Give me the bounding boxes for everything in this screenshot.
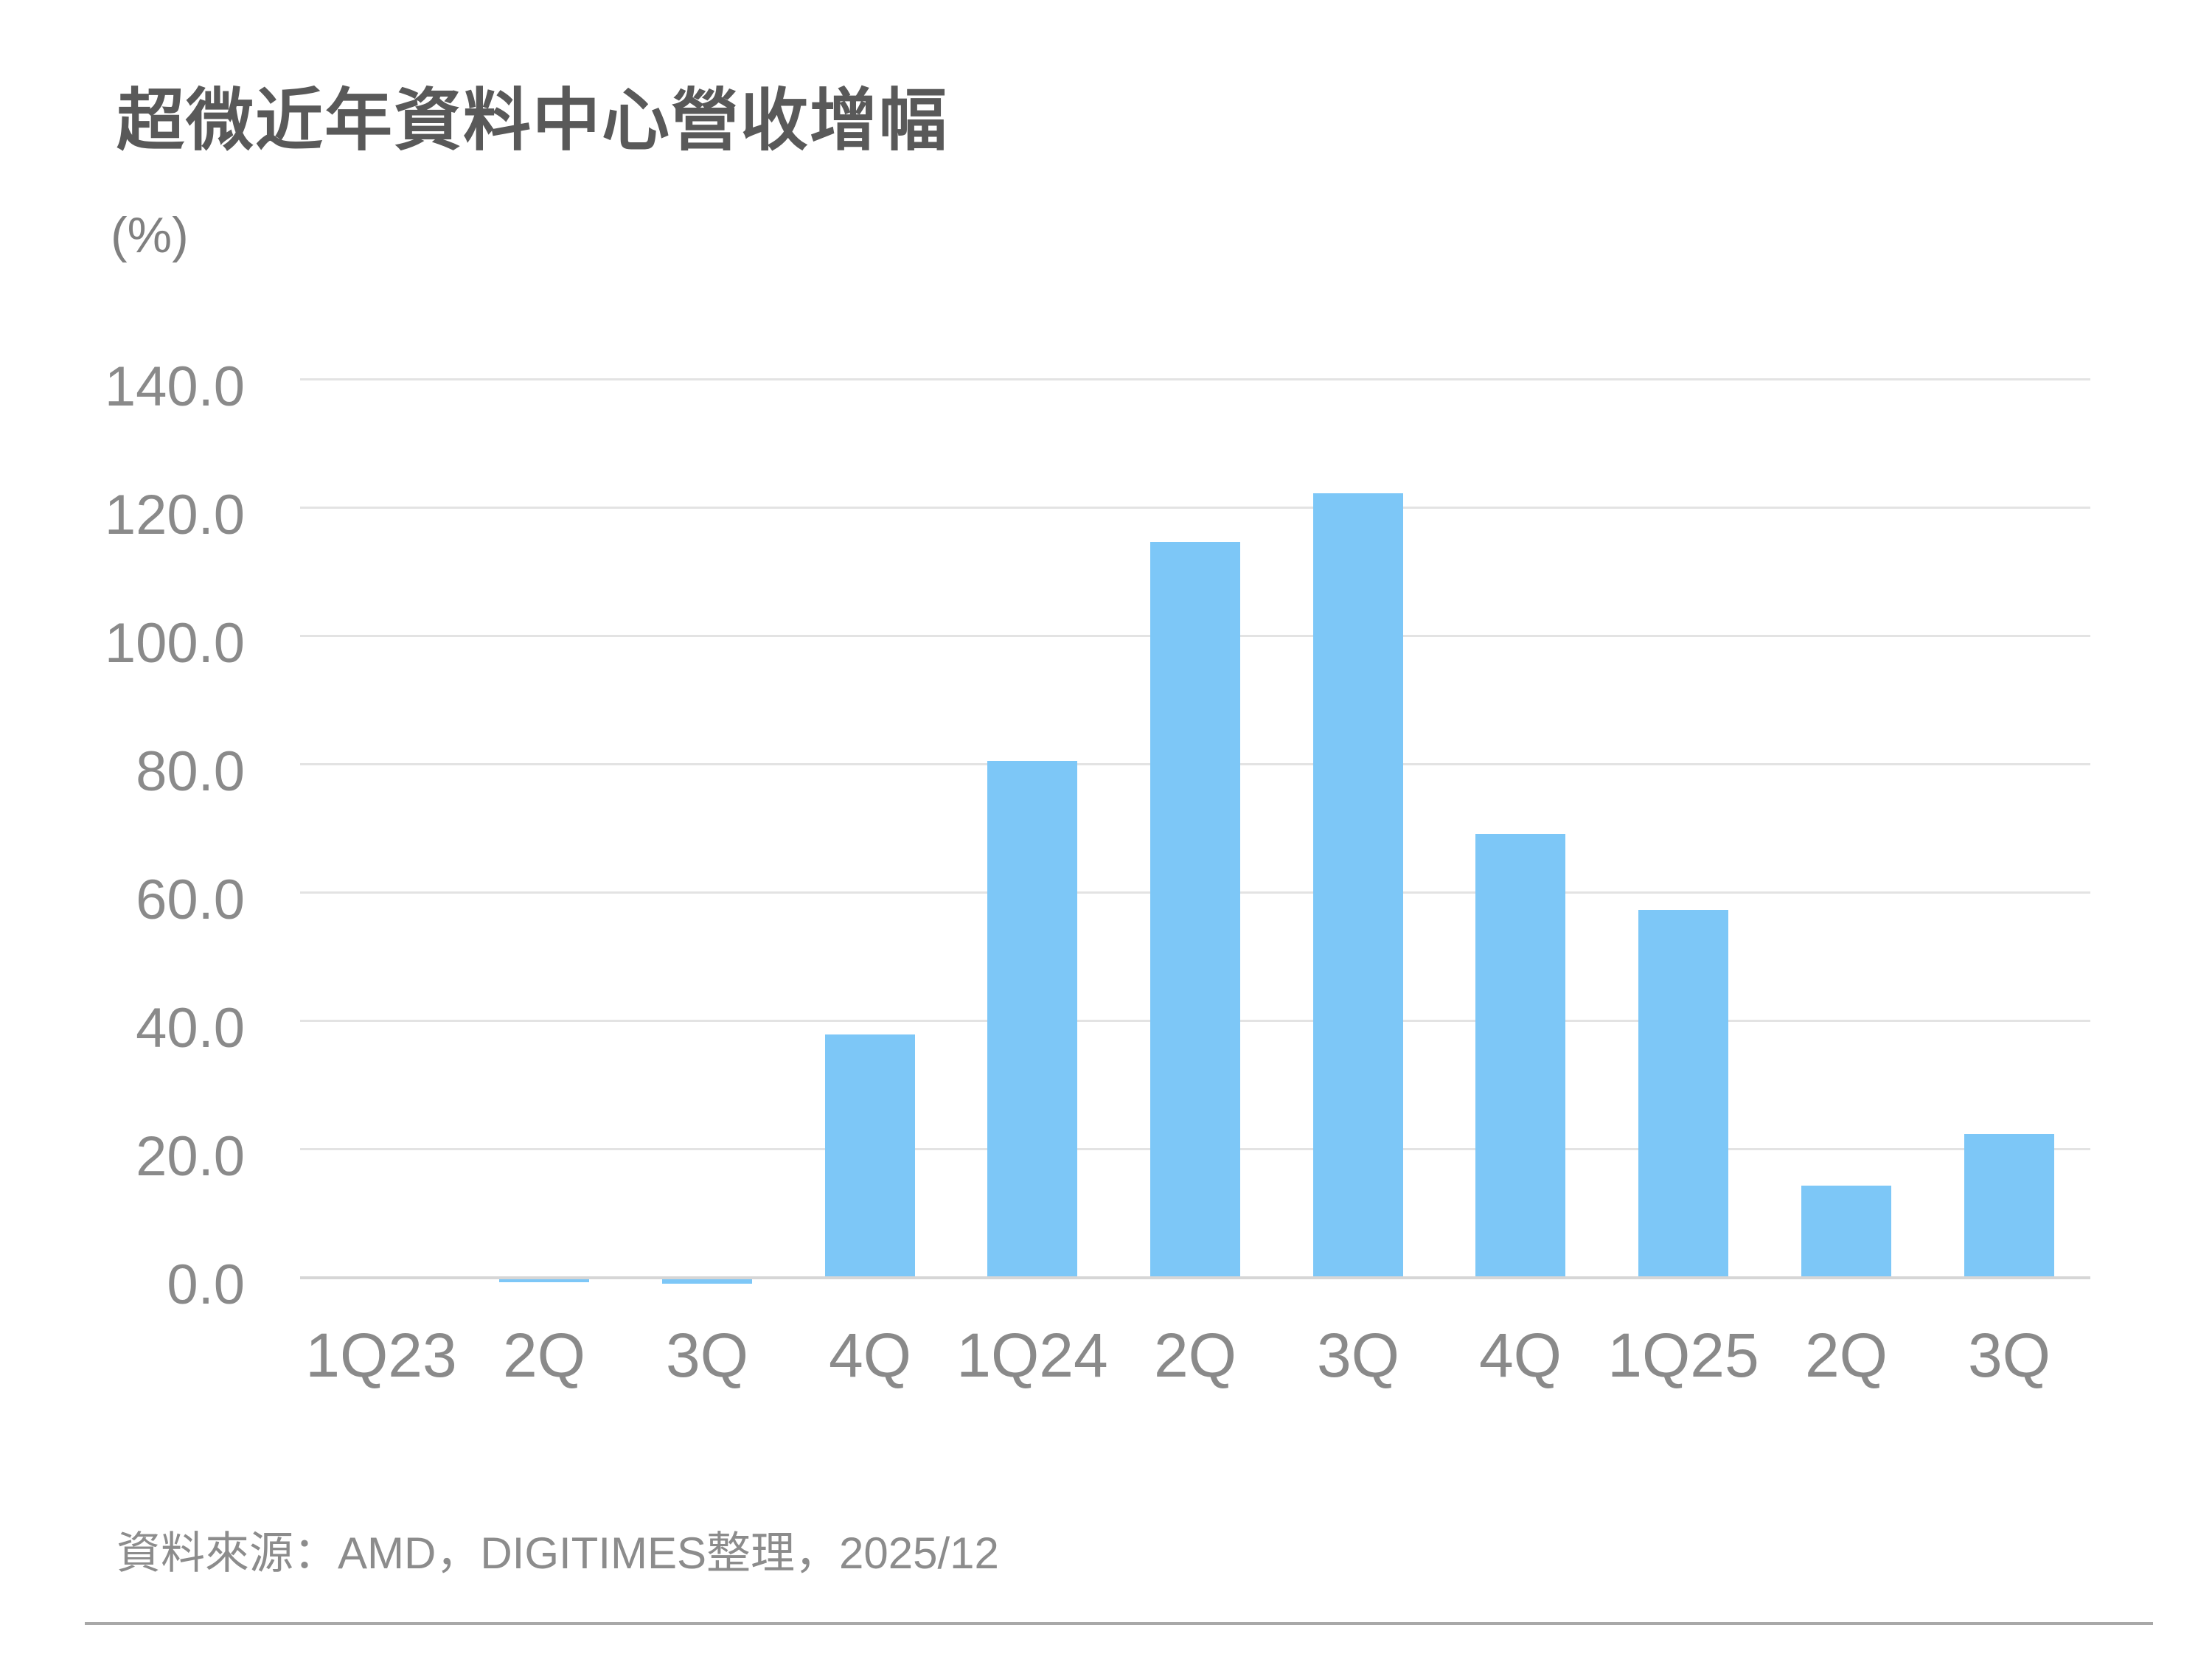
y-axis-tick-label: 0.0 bbox=[167, 1253, 245, 1316]
x-axis-tick-label: 3Q bbox=[665, 1321, 749, 1390]
gridline bbox=[300, 378, 2090, 380]
x-axis-tick-label: 2Q bbox=[1153, 1321, 1237, 1390]
bar-3q bbox=[1964, 1134, 2054, 1276]
bar-4q bbox=[825, 1034, 915, 1276]
bar-3q bbox=[662, 1279, 752, 1284]
y-axis-tick-label: 100.0 bbox=[104, 612, 245, 675]
bar-3q bbox=[1313, 493, 1403, 1276]
x-axis-tick-label: 2Q bbox=[502, 1321, 586, 1390]
x-axis-tick-label: 4Q bbox=[828, 1321, 912, 1390]
y-axis-tick-label: 20.0 bbox=[136, 1125, 245, 1188]
x-axis-tick-label: 4Q bbox=[1478, 1321, 1562, 1390]
bar-4q bbox=[1475, 834, 1565, 1276]
bar-1q25 bbox=[1638, 910, 1728, 1276]
bar-2q bbox=[1150, 542, 1240, 1276]
bar-2q bbox=[499, 1279, 589, 1282]
y-axis-tick-label: 60.0 bbox=[136, 869, 245, 931]
footer-divider bbox=[85, 1622, 2153, 1625]
bar-2q bbox=[1801, 1186, 1891, 1276]
x-axis-tick-label: 3Q bbox=[1316, 1321, 1400, 1390]
y-axis-unit-label: (%) bbox=[111, 207, 189, 263]
x-axis-baseline bbox=[300, 1276, 2090, 1279]
y-axis-tick-label: 80.0 bbox=[136, 740, 245, 803]
bar-1q24 bbox=[987, 761, 1077, 1276]
y-axis-tick-label: 120.0 bbox=[104, 484, 245, 546]
x-axis-tick-label: 1Q23 bbox=[305, 1321, 457, 1390]
x-axis-tick-label: 1Q25 bbox=[1607, 1321, 1759, 1390]
gridline bbox=[300, 507, 2090, 509]
x-axis-tick-label: 1Q24 bbox=[956, 1321, 1108, 1390]
source-note: 資料來源：AMD，DIGITIMES整理，2025/12 bbox=[116, 1528, 999, 1578]
chart-title: 超微近年資料中心營收增幅 bbox=[116, 83, 949, 159]
y-axis-tick-label: 140.0 bbox=[104, 355, 245, 418]
y-axis-tick-label: 40.0 bbox=[136, 997, 245, 1060]
x-axis-tick-label: 3Q bbox=[1967, 1321, 2051, 1390]
x-axis-tick-label: 2Q bbox=[1804, 1321, 1888, 1390]
